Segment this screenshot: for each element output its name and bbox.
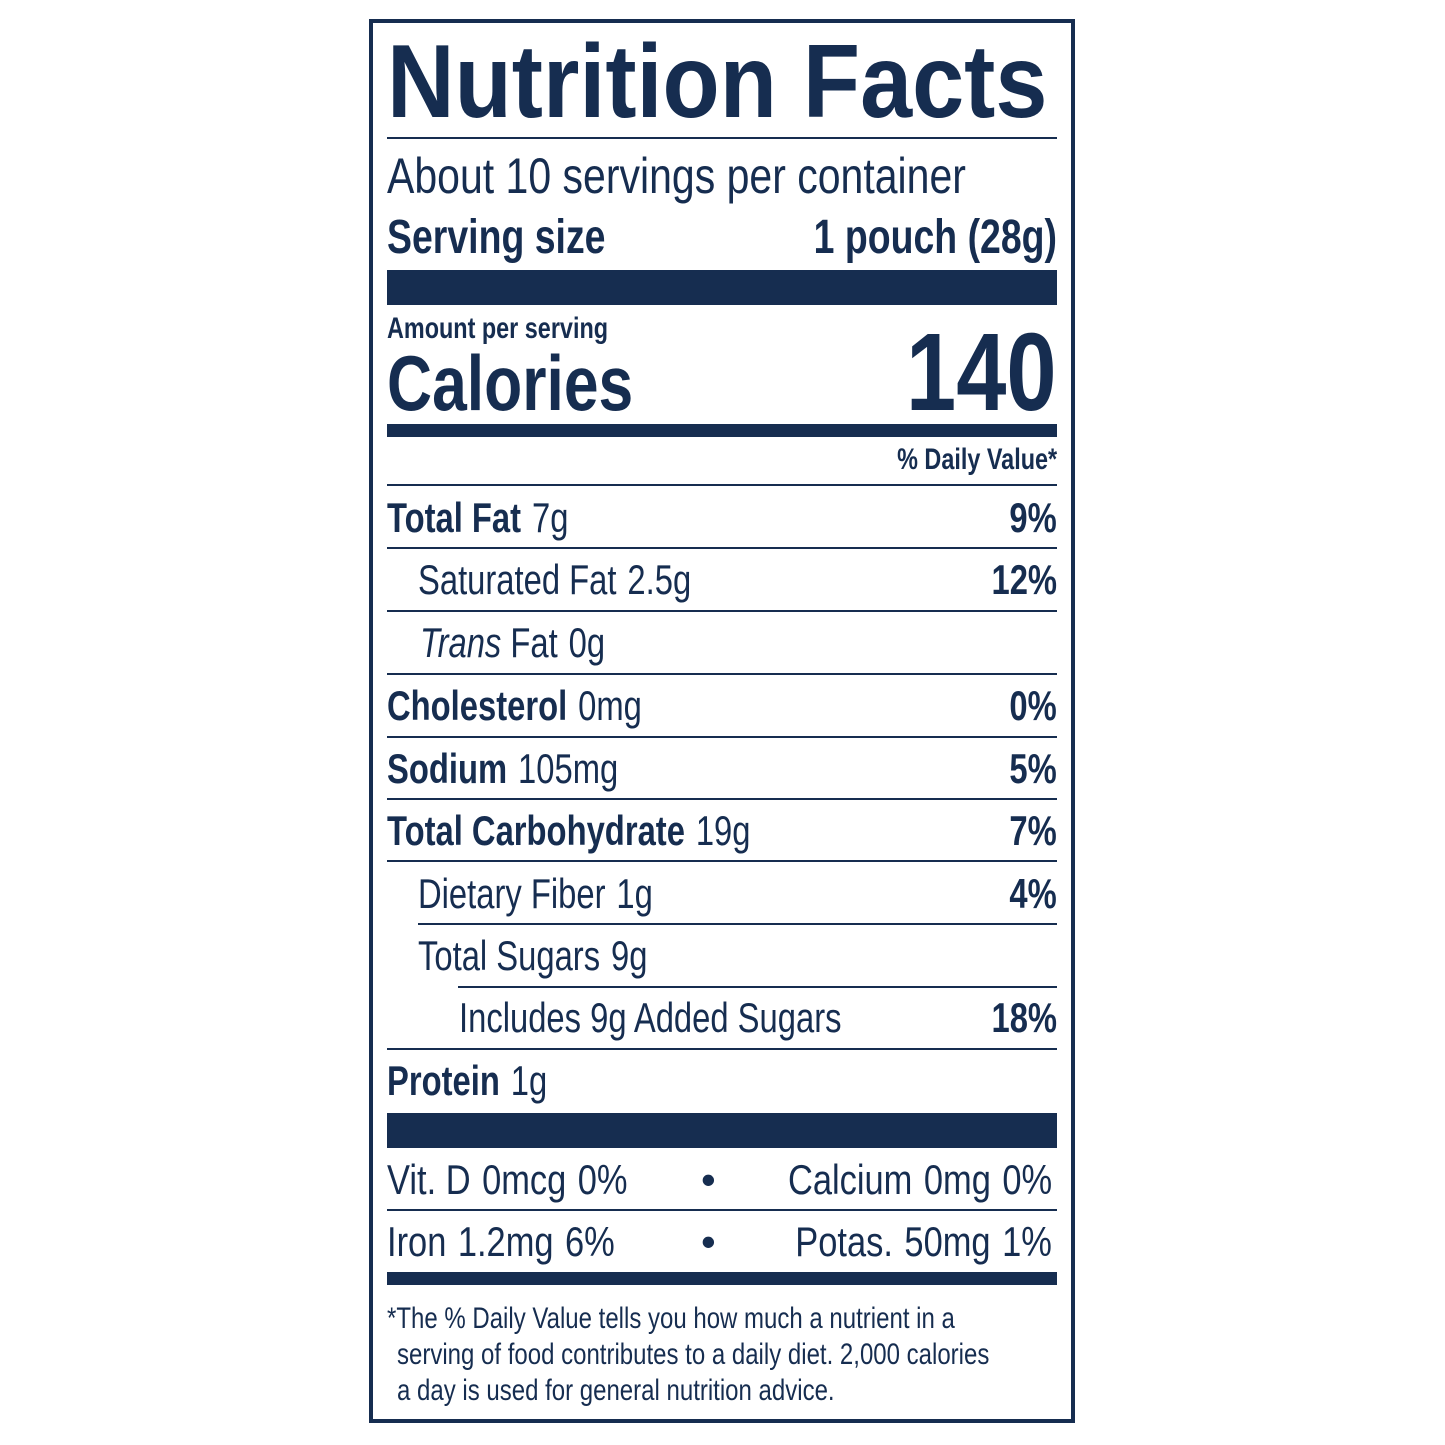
nutrient-dv: 5% [1009,745,1057,792]
vitamin-name: Potas. [795,1218,894,1265]
nutrient-name: Total Carbohydrate [387,807,685,854]
vitamin-amount: 0mg [923,1156,991,1203]
nutrient-name: Protein [387,1057,500,1104]
nutrient-name: Sodium [387,745,508,792]
nutrient-amount: 0g [568,619,606,666]
footnote-line: *The % Daily Value tells you how much a … [387,1302,955,1335]
divider [387,610,1057,612]
vitamin-row-2: Iron 1.2mg 6% • Potas. 50mg 1% [387,1217,1057,1267]
divider [387,547,1057,549]
footnote-line: serving of food contributes to a daily d… [397,1338,990,1371]
divider [418,923,1057,925]
nutrient-amount: 7g [531,494,569,541]
nutrient-name: Saturated Fat [418,556,617,603]
calories-label-wrap: Calories [387,340,695,426]
vitamin-dv: 0% [577,1156,628,1203]
divider [387,484,1057,486]
label-title-wrap: Nutrition Facts [387,22,1121,142]
calories-value: 140 [906,311,1057,434]
nutrient-amount: 0mg [578,682,642,729]
vitamin-name: Iron [387,1218,447,1265]
nutrient-name: Fat [510,619,558,666]
nutrient-row-trans-fat: Trans Fat 0g [387,618,1057,668]
servings-per-container: About 10 servings per container [387,148,966,204]
nutrient-dv: 18% [991,994,1057,1041]
vitamin-amount: 0mcg [482,1156,567,1203]
nutrient-row-cholesterol: Cholesterol 0mg 0% [387,681,1057,731]
vitamin-amount: 50mg [904,1218,991,1265]
divider [387,673,1057,675]
footnote-line: a day is used for general nutrition advi… [397,1374,835,1407]
servings-wrap: About 10 servings per container [387,148,1093,204]
divider [458,986,1057,988]
serving-size-value: 1 pouch (28g) [813,211,1057,264]
nutrient-row-added-sugars: Includes 9g Added Sugars 18% [387,993,1057,1043]
vitamin-dv: 0% [1002,1156,1052,1203]
divider [387,798,1057,800]
nutrient-amount: 19g [695,807,751,854]
nutrition-label-border [369,19,1075,1423]
vitamin-name: Vit. D [387,1156,471,1203]
nutrient-amount: 1g [616,870,653,917]
nutrient-row-sodium: Sodium 105mg 5% [387,744,1057,794]
vitamin-name: Calcium [787,1156,913,1203]
divider [387,860,1057,862]
nutrient-dv: 4% [1009,870,1057,917]
serving-size-value-wrap: 1 pouch (28g) [745,210,1057,266]
serving-size-label-wrap: Serving size [387,210,667,266]
vitamin-dv: 1% [1002,1218,1052,1265]
nutrient-amount: 105mg [518,745,619,792]
nutrient-dv: 9% [1009,494,1057,541]
medium-divider [387,1272,1057,1285]
nutrient-amount: 2.5g [627,556,692,603]
thick-divider [387,1113,1057,1148]
nutrient-row-total-carbohydrate: Total Carbohydrate 19g 7% [387,806,1057,856]
bullet-separator: • [701,1218,716,1265]
nutrient-row-protein: Protein 1g [387,1056,1057,1106]
amount-per-serving: Amount per serving [387,312,609,345]
nutrient-amount: 1g [510,1057,548,1104]
nutrient-dv: 0% [1009,682,1057,729]
medium-divider [387,424,1057,437]
calories-value-wrap: 140 [873,318,1057,428]
daily-value-header: % Daily Value* [897,443,1057,476]
vitamin-row-1: Vit. D 0mcg 0% • Calcium 0mg 0% [387,1155,1057,1205]
nutrient-row-dietary-fiber: Dietary Fiber 1g 4% [387,869,1057,919]
nutrient-name: Cholesterol [387,682,568,729]
nutrient-name: Total Fat [387,494,522,541]
nutrient-amount: 9g [611,932,648,979]
nutrient-name-italic: Trans [420,619,502,666]
nutrient-row-total-fat: Total Fat 7g 9% [387,493,1057,543]
nutrient-name: Total Sugars [418,932,601,979]
nutrient-dv: 7% [1009,807,1057,854]
daily-value-header-wrap: % Daily Value* [852,443,1057,477]
serving-size-label: Serving size [387,211,606,264]
nutrient-row-saturated-fat: Saturated Fat 2.5g 12% [387,555,1057,605]
footnote: *The % Daily Value tells you how much a … [387,1301,1137,1409]
divider [387,1048,1057,1050]
nutrient-dv: 12% [991,556,1057,603]
amount-per-serving-wrap: Amount per serving [387,312,670,346]
bullet-separator: • [701,1156,716,1203]
calories-label: Calories [387,339,634,427]
vitamin-amount: 1.2mg [457,1218,554,1265]
divider [387,137,1057,139]
divider [387,1209,1057,1211]
vitamin-dv: 6% [565,1218,615,1265]
thick-divider [387,270,1057,305]
nutrient-name: Includes 9g Added Sugars [459,994,842,1041]
nutrient-name: Dietary Fiber [418,870,606,917]
label-title: Nutrition Facts [387,24,1048,140]
divider [387,736,1057,738]
nutrient-row-total-sugars: Total Sugars 9g [387,931,1057,981]
